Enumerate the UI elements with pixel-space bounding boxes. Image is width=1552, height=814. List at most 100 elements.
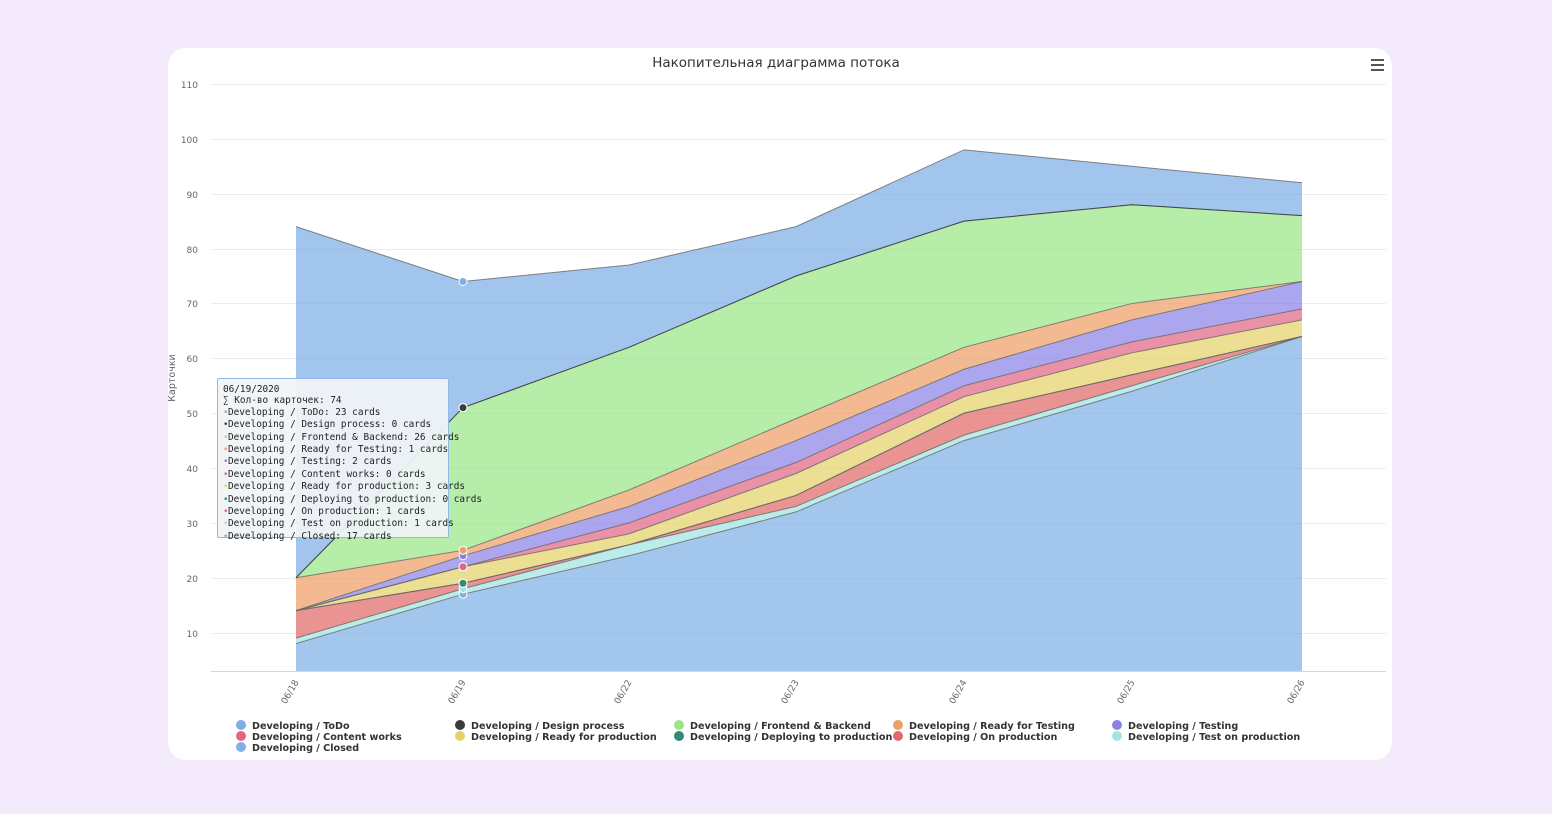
legend-swatch-icon	[893, 720, 903, 730]
tooltip-line: •Developing / Frontend & Backend: 26 car…	[223, 432, 459, 444]
marker-point[interactable]	[458, 578, 468, 588]
legend-item[interactable]: Developing / Ready for Testing	[893, 720, 1075, 732]
x-axis-ticks: 06/18 06/19 06/22 06/23 06/24 06/25 06/26	[280, 678, 1308, 706]
tooltip-line: •Developing / Ready for Testing: 1 cards	[223, 444, 448, 456]
legend-swatch-icon	[674, 720, 684, 730]
y-tick-label: 40	[187, 465, 199, 475]
tooltip-line-text: Developing / On production: 1 cards	[228, 506, 426, 518]
legend-swatch-icon	[1112, 720, 1122, 730]
legend-item[interactable]: Developing / Test on production	[1112, 731, 1300, 743]
legend-label: Developing / Ready for Testing	[909, 721, 1075, 732]
tooltip-line: •Developing / Ready for production: 3 ca…	[223, 481, 465, 493]
legend-label: Developing / Frontend & Backend	[690, 721, 871, 732]
tooltip-line-text: Developing / Design process: 0 cards	[228, 419, 432, 431]
legend-swatch-icon	[236, 720, 246, 730]
tooltip-dot-icon: •	[223, 519, 229, 530]
legend-swatch-icon	[1112, 731, 1122, 741]
area-developing-ready-for-testing[interactable]	[296, 281, 1302, 611]
legend-label: Developing / ToDo	[252, 721, 350, 732]
legend-swatch-icon	[236, 731, 246, 741]
legend-label: Developing / Content works	[252, 732, 402, 743]
legend-swatch-icon	[893, 731, 903, 741]
legend-label: Developing / Closed	[252, 743, 360, 754]
legend-label: Developing / Design process	[471, 721, 625, 732]
tooltip-line-text: Developing / Frontend & Backend: 26 card…	[228, 431, 460, 443]
y-tick-label: 10	[187, 630, 199, 640]
legend-swatch-icon	[455, 731, 465, 741]
tooltip-line: •Developing / On production: 1 cards	[223, 506, 443, 518]
tooltip-dot-icon: •	[223, 445, 229, 456]
legend-item[interactable]: Developing / Testing	[1112, 720, 1238, 732]
x-tick-label: 06/22	[613, 679, 635, 706]
legend-label: Developing / Test on production	[1128, 732, 1301, 743]
tooltip-dot-icon: •	[223, 432, 229, 443]
x-tick-label: 06/23	[780, 679, 802, 706]
y-tick-label: 20	[187, 575, 199, 585]
tooltip-dot-icon: •	[223, 420, 229, 431]
tooltip-dot-icon: •	[223, 469, 229, 480]
y-axis-label: Карточки	[167, 354, 178, 401]
marker-point[interactable]	[458, 545, 468, 555]
tooltip-dot-icon: •	[223, 407, 229, 418]
y-tick-label: 60	[187, 355, 199, 365]
x-tick-label: 06/25	[1116, 679, 1138, 706]
tooltip-line: •Developing / Design process: 0 cards	[223, 419, 443, 431]
tooltip-line: •Developing / ToDo: 23 cards	[223, 407, 443, 419]
legend-item[interactable]: Developing / ToDo	[236, 720, 350, 732]
tooltip-line: •Developing / Closed: 17 cards	[223, 531, 443, 543]
y-tick-label: 90	[187, 191, 199, 201]
tooltip-total: ∑ Кол-во карточек: 74	[223, 395, 342, 407]
tooltip-dot-icon: •	[223, 457, 229, 468]
legend-label: Developing / Ready for production	[471, 732, 657, 743]
area-developing-ready-for-production[interactable]	[296, 319, 1302, 611]
y-axis-ticks: 10 20 30 40 50 60 70 80 90 100 110	[181, 81, 198, 640]
legend-item[interactable]: Developing / Closed	[236, 742, 359, 754]
tooltip-line-text: Developing / Content works: 0 cards	[228, 468, 426, 480]
x-tick-label: 06/26	[1286, 678, 1308, 706]
tooltip-line-text: Developing / Testing: 2 cards	[228, 456, 392, 468]
y-tick-label: 70	[187, 300, 199, 310]
y-tick-label: 50	[187, 410, 199, 420]
chart-title: Накопительная диаграмма потока	[652, 55, 900, 71]
hamburger-menu-icon[interactable]	[1368, 56, 1388, 74]
x-tick-label: 06/18	[280, 678, 302, 706]
legend-label: Developing / Testing	[1128, 721, 1239, 732]
marker-point[interactable]	[458, 276, 468, 286]
legend-swatch-icon	[236, 742, 246, 752]
legend-swatch-icon	[674, 731, 684, 741]
tooltip-line-text: Developing / Deploying to production: 0 …	[228, 493, 482, 505]
area-developing-frontend-backend[interactable]	[296, 204, 1302, 578]
tooltip-line-text: Developing / ToDo: 23 cards	[228, 406, 381, 418]
tooltip-line: •Developing / Testing: 2 cards	[223, 456, 443, 468]
y-tick-label: 110	[181, 81, 198, 91]
tooltip-line: •Developing / Content works: 0 cards	[223, 469, 443, 481]
tooltip-line-text: Developing / Test on production: 1 cards	[228, 518, 454, 530]
area-developing-todo[interactable]	[296, 149, 1302, 578]
area-developing-testing[interactable]	[296, 281, 1302, 611]
y-tick-label: 100	[181, 136, 198, 146]
marker-point[interactable]	[458, 403, 468, 413]
legend-item[interactable]: Developing / Deploying to production	[674, 731, 892, 743]
area-developing-closed[interactable]	[296, 336, 1302, 671]
tooltip: 06/19/2020 ∑ Кол-во карточек: 74 •Develo…	[217, 378, 482, 542]
tooltip-date: 06/19/2020	[223, 384, 280, 395]
tooltip-line-text: Developing / Closed: 17 cards	[228, 530, 392, 542]
marker-point[interactable]	[458, 562, 468, 572]
legend-item[interactable]: Developing / On production	[893, 731, 1057, 743]
legend-item[interactable]: Developing / Content works	[236, 731, 402, 743]
tooltip-line: •Developing / Test on production: 1 card…	[223, 518, 454, 530]
tooltip-dot-icon: •	[223, 482, 229, 493]
tooltip-dot-icon: •	[223, 507, 229, 518]
legend-item[interactable]: Developing / Design process	[455, 720, 624, 732]
legend-item[interactable]: Developing / Frontend & Backend	[674, 720, 871, 732]
legend-swatch-icon	[455, 720, 465, 730]
hover-markers	[458, 276, 468, 599]
x-tick-label: 06/19	[447, 678, 469, 706]
y-tick-label: 80	[187, 246, 199, 256]
legend-label: Developing / On production	[909, 732, 1058, 743]
legend-item[interactable]: Developing / Ready for production	[455, 731, 657, 743]
legend-label: Developing / Deploying to production	[690, 732, 893, 743]
x-tick-label: 06/24	[948, 678, 970, 706]
tooltip-dot-icon: •	[223, 494, 229, 505]
